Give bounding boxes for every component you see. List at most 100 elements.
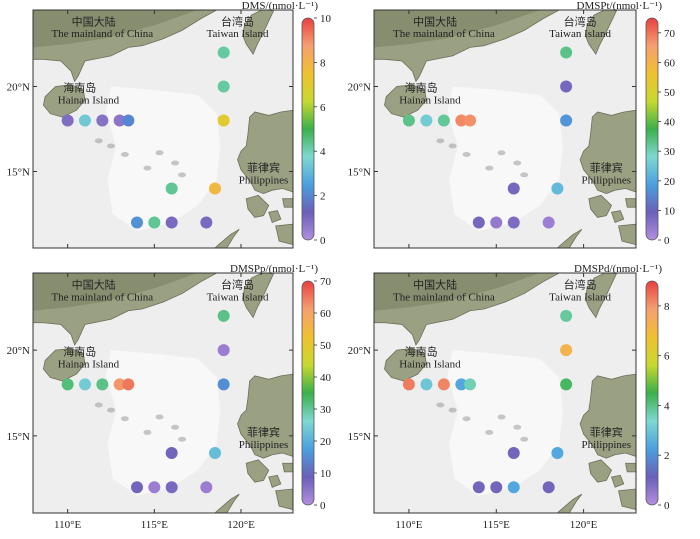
colorbar-tick-label: 40 — [664, 117, 676, 129]
colorbar-tick-label: 10 — [320, 468, 332, 480]
station-dmspp-7 — [217, 378, 230, 391]
seamount-mark — [171, 424, 180, 430]
x-tick-label: 115°E — [141, 519, 168, 531]
colorbar-tick-label: 2 — [664, 450, 670, 462]
colorbar-title-dmspd: DMSPd/(nmol·L⁻¹) — [574, 263, 662, 275]
station-dmspd-4 — [464, 378, 477, 391]
seamount-mark — [94, 138, 103, 144]
station-dmspt-8 — [507, 182, 520, 195]
colorbar-tick-label: 0 — [664, 500, 670, 512]
land-taiwan-island — [584, 10, 618, 56]
station-dmspt-1 — [420, 114, 433, 127]
colorbar-tick-label: 40 — [320, 372, 332, 384]
colorbar-tick-label: 50 — [664, 87, 676, 99]
y-tick-label: 20°N — [7, 345, 30, 357]
station-dmspd-12 — [507, 481, 520, 494]
seamount-mark — [497, 150, 506, 156]
colorbar-dmspp — [301, 280, 315, 506]
seamount-mark — [513, 424, 522, 430]
land-small-island — [275, 223, 293, 246]
land-small-island — [611, 210, 625, 224]
colorbar-tick-label: 8 — [320, 57, 326, 69]
deep-basin-shade — [105, 86, 221, 231]
station-dms-9 — [209, 182, 221, 195]
seamount-mark — [462, 152, 471, 157]
label-taiwan-cn: 台湾岛 — [564, 277, 597, 291]
station-dms-10 — [131, 216, 143, 229]
station-dmspt-4 — [464, 114, 477, 127]
x-tick-label: 110°E — [395, 519, 422, 531]
station-dmspp-11 — [148, 481, 161, 494]
colorbar-tick-label: 60 — [320, 308, 332, 320]
colorbar-tick-label: 4 — [320, 146, 326, 158]
colorbar-tick-label: 8 — [664, 301, 670, 313]
station-dmspd-7 — [560, 378, 573, 391]
label-hainan-cn: 海南岛 — [405, 344, 438, 358]
seamount-mark — [497, 414, 506, 420]
seamount-mark — [155, 414, 164, 420]
land-palawan — [214, 228, 240, 248]
seamount-mark — [178, 436, 187, 442]
station-dmspp-8 — [165, 447, 178, 459]
land-small-island — [618, 223, 636, 246]
station-dmspp-12 — [165, 481, 178, 494]
station-dmspt-3 — [455, 114, 468, 127]
station-dmspp-3 — [113, 378, 126, 391]
station-dmspd-8 — [507, 447, 520, 459]
station-dmspd-11 — [490, 481, 503, 494]
station-dmspp-10 — [131, 481, 143, 494]
station-dms-2 — [96, 114, 109, 127]
seamount-mark — [513, 160, 522, 166]
seamount-mark — [120, 416, 129, 422]
land-relief — [374, 273, 540, 311]
label-hainan-cn: 海南岛 — [63, 344, 96, 358]
station-dmspp-6 — [217, 344, 230, 357]
station-dmspt-0 — [402, 114, 415, 127]
label-mainland-cn: 中国大陆 — [72, 277, 116, 291]
station-dmspt-6 — [560, 80, 573, 93]
station-dmspt-2 — [437, 114, 450, 127]
station-dms-1 — [79, 114, 91, 127]
label-taiwan-en: Taiwan Island — [207, 291, 269, 303]
land-small-island — [282, 198, 293, 208]
colorbar-dmspd — [645, 280, 659, 506]
label-mainland-en: The mainland of China — [393, 291, 495, 303]
land-mindoro — [245, 459, 270, 483]
colorbar-tick-label: 6 — [664, 351, 670, 363]
station-dmspd-5 — [560, 309, 573, 322]
station-dmspt-10 — [472, 216, 485, 229]
colorbar-tick-label: 60 — [664, 57, 676, 69]
station-dmspd-6 — [560, 344, 573, 357]
colorbar-tick-label: 10 — [664, 205, 676, 217]
y-tick-label: 20°N — [348, 345, 371, 357]
label-hainan-cn: 海南岛 — [63, 81, 96, 95]
seamount-mark — [520, 436, 529, 442]
land-taiwan-island — [242, 273, 275, 319]
colorbar-tick-label: 50 — [320, 340, 332, 352]
colorbar-title-dms: DMS/(nmol·L⁻¹) — [242, 0, 319, 12]
seamount-mark — [143, 165, 152, 171]
land-relief — [374, 10, 540, 48]
colorbar-tick-label: 10 — [320, 13, 332, 25]
label-hainan-cn: 海南岛 — [405, 81, 438, 95]
station-dms-3 — [113, 114, 126, 127]
deep-basin-shade — [447, 86, 563, 231]
label-mainland-cn: 中国大陆 — [413, 277, 457, 291]
label-taiwan-en: Taiwan Island — [549, 291, 611, 303]
label-philippines-cn: 菲律宾 — [590, 425, 623, 439]
land-small-island — [618, 488, 636, 510]
colorbar-title-dmspp: DMSPp/(nmol·L⁻¹) — [230, 263, 318, 275]
label-philippines-en: Philippines — [582, 439, 632, 451]
label-philippines-cn: 菲律宾 — [247, 161, 280, 175]
station-dms-5 — [217, 46, 230, 59]
station-dms-7 — [217, 114, 230, 127]
land-palawan — [214, 493, 240, 513]
seamount-mark — [448, 407, 457, 413]
label-taiwan-cn: 台湾岛 — [221, 14, 254, 28]
label-taiwan-en: Taiwan Island — [549, 28, 611, 40]
station-dmspp-9 — [209, 447, 221, 459]
label-taiwan-en: Taiwan Island — [207, 28, 269, 40]
